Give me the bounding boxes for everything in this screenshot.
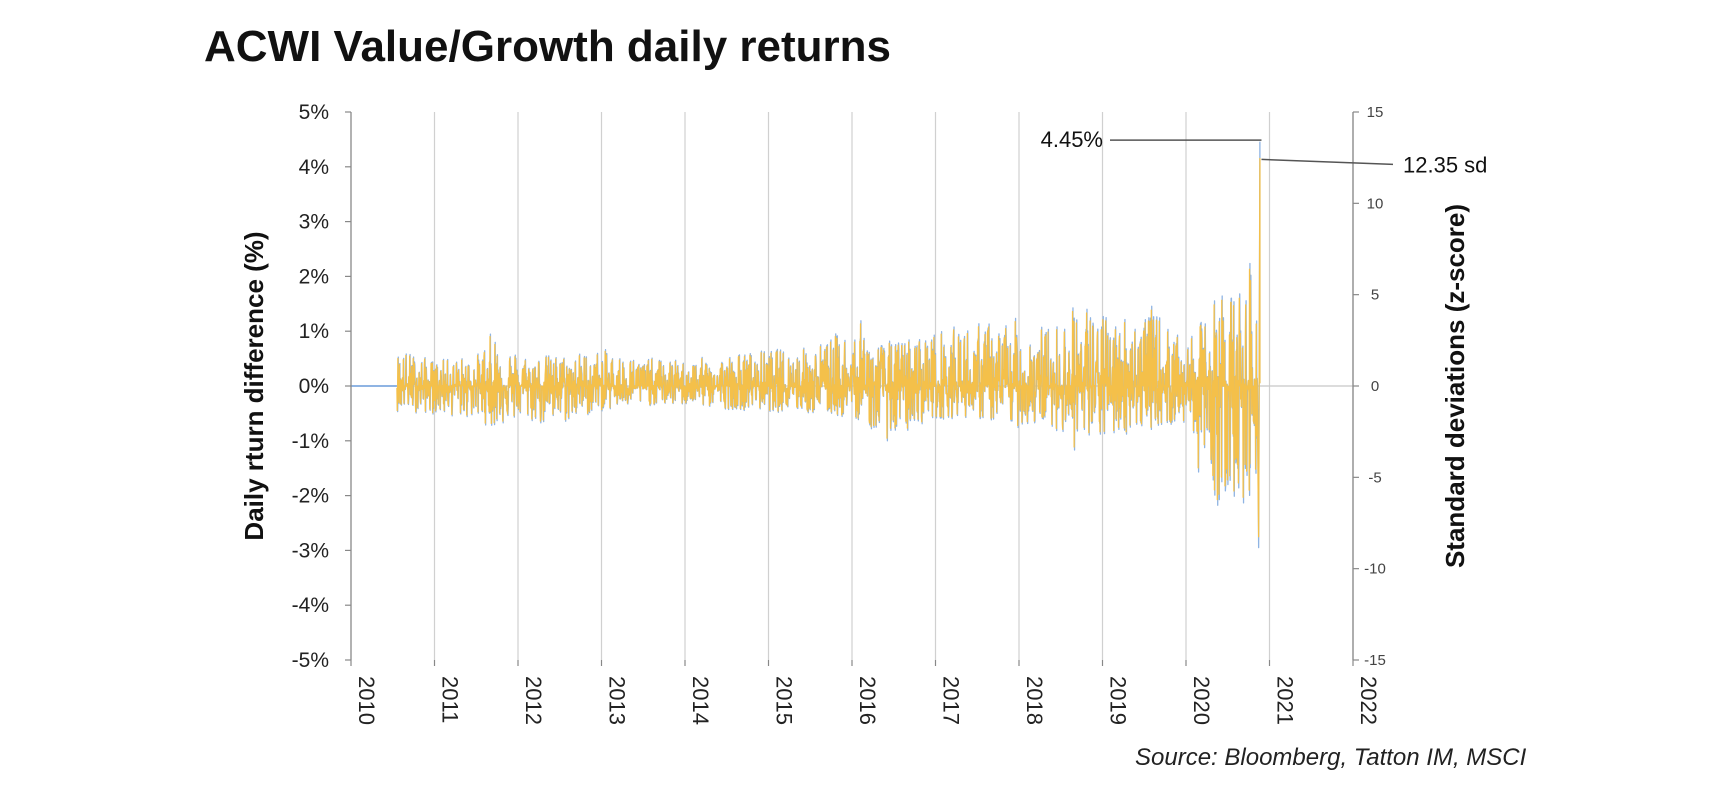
- right-tick-label: -15: [1364, 652, 1386, 669]
- x-tick-label: 2010: [354, 676, 379, 725]
- annotation-leader-12-35-sd: [1261, 158, 1394, 166]
- right-axis-ticks: 15 10 5 0 -5 -10 -15: [1353, 104, 1386, 669]
- right-tick-label: 10: [1367, 195, 1384, 212]
- chart-title: ACWI Value/Growth daily returns: [204, 22, 892, 71]
- left-tick-label: -2%: [292, 485, 329, 508]
- left-tick-label: -3%: [292, 539, 329, 562]
- left-tick-label: -1%: [292, 430, 329, 453]
- x-tick-label: 2017: [939, 676, 964, 725]
- annotation-4-45: 4.45%: [1041, 127, 1103, 152]
- left-tick-label: 4%: [299, 156, 329, 179]
- y-axis-title: Daily rturn difference (%): [239, 231, 269, 540]
- x-tick-label: 2022: [1356, 676, 1381, 725]
- x-tick-label: 2011: [438, 676, 463, 723]
- y2-axis-title: Standard deviations (z-score): [1440, 204, 1470, 568]
- right-tick-label: 5: [1371, 287, 1379, 304]
- right-tick-label: 0: [1371, 378, 1379, 395]
- source-note: Source: Bloomberg, Tatton IM, MSCI: [1135, 744, 1527, 771]
- z-score-line: [396, 141, 1261, 549]
- left-tick-label: 2%: [299, 265, 329, 288]
- x-tick-label: 2018: [1022, 676, 1047, 725]
- right-tick-label: -5: [1368, 469, 1381, 486]
- left-axis-ticks: 5% 4% 3% 2% 1% 0% -1% -2% -3% -4% -5%: [292, 101, 351, 672]
- x-tick-label: 2014: [688, 676, 713, 725]
- left-tick-label: 1%: [299, 320, 329, 343]
- x-axis-ticks: 2010 2011 2012 2013 2014 2015 2016 2017 2018 2019…: [350, 660, 1381, 725]
- left-tick-label: 3%: [299, 211, 329, 234]
- z-score-series: [351, 141, 1261, 549]
- x-tick-label: 2013: [605, 676, 630, 725]
- return-difference-line: [396, 157, 1261, 538]
- x-tick-label: 2012: [521, 676, 546, 725]
- x-tick-label: 2019: [1106, 676, 1131, 725]
- right-tick-label: 15: [1367, 104, 1384, 121]
- left-tick-label: 0%: [299, 375, 329, 398]
- annotations: 4.45% 12.35 sd: [1041, 127, 1488, 177]
- x-tick-label: 2021: [1273, 676, 1298, 725]
- annotation-12-35-sd: 12.35 sd: [1403, 152, 1487, 177]
- x-tick-label: 2016: [855, 676, 880, 725]
- x-tick-label: 2020: [1189, 676, 1214, 725]
- left-tick-label: -5%: [292, 649, 329, 672]
- return-difference-series: [396, 157, 1261, 538]
- x-tick-label: 2015: [772, 676, 797, 725]
- left-tick-label: -4%: [292, 594, 329, 617]
- left-tick-label: 5%: [299, 101, 329, 124]
- right-tick-label: -10: [1364, 561, 1386, 578]
